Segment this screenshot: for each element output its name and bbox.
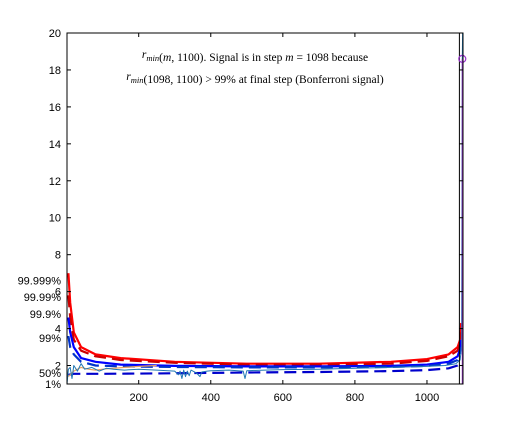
y-tick-label: 12 <box>49 176 61 188</box>
series-band-99-9 <box>67 317 463 368</box>
x-tick-label: 1000 <box>415 392 439 404</box>
y-tick-label: 6 <box>55 287 61 299</box>
annotation-line-2: rmin(1098, 1100) > 99% at final step (Bo… <box>126 71 384 86</box>
y-tick-label: 16 <box>49 102 61 114</box>
axes: 200 400 600 800 1000 2 4 6 8 10 12 14 16 18 20 <box>49 28 464 404</box>
y-tick-label: 14 <box>49 139 61 151</box>
x-tick-label: 200 <box>130 392 148 404</box>
series-band-99-999 <box>67 273 463 365</box>
x-tick-label: 600 <box>274 392 292 404</box>
series-band-99-99 <box>67 295 463 366</box>
band-label: 99.99% <box>24 292 62 304</box>
band-label: 99.9% <box>30 309 61 321</box>
y-tick-label: 2 <box>55 361 61 373</box>
annotation-line-1: rmin(m, 1100). Signal is in step m = 109… <box>142 49 368 64</box>
x-tick-label: 400 <box>202 392 220 404</box>
axes-frame <box>66 32 464 385</box>
band-label: 99.999% <box>18 276 62 288</box>
y-tick-label: 18 <box>49 65 61 77</box>
y-tick-label: 8 <box>55 250 61 262</box>
series-observed-secondary <box>67 364 157 378</box>
labels: 99.999% 99.99% 99.9% 99% 50%1% <box>18 276 62 391</box>
plot-area <box>66 32 467 385</box>
band-label: 99% <box>39 333 61 345</box>
y-tick-label: 20 <box>49 28 61 40</box>
band-label: 50% <box>39 368 61 380</box>
y-tick-label: 10 <box>49 213 61 225</box>
series-observed <box>66 32 464 385</box>
x-tick-label: 800 <box>346 392 364 404</box>
series-band-50 <box>68 361 462 376</box>
signal-point <box>458 54 467 63</box>
y-tick-label: 4 <box>55 324 61 336</box>
band-label: 1% <box>45 379 61 391</box>
series-band-99 <box>67 335 463 369</box>
